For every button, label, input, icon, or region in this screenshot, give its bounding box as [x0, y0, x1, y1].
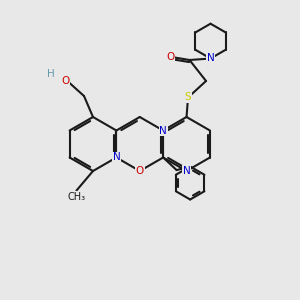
- Text: CH₃: CH₃: [68, 191, 85, 202]
- Text: S: S: [185, 92, 191, 103]
- Text: N: N: [159, 125, 167, 136]
- Text: N: N: [183, 166, 190, 176]
- Text: O: O: [61, 76, 70, 86]
- Text: O: O: [166, 52, 174, 62]
- Text: N: N: [112, 152, 120, 163]
- Text: H: H: [47, 69, 55, 79]
- Text: N: N: [207, 53, 214, 64]
- Text: O: O: [136, 166, 144, 176]
